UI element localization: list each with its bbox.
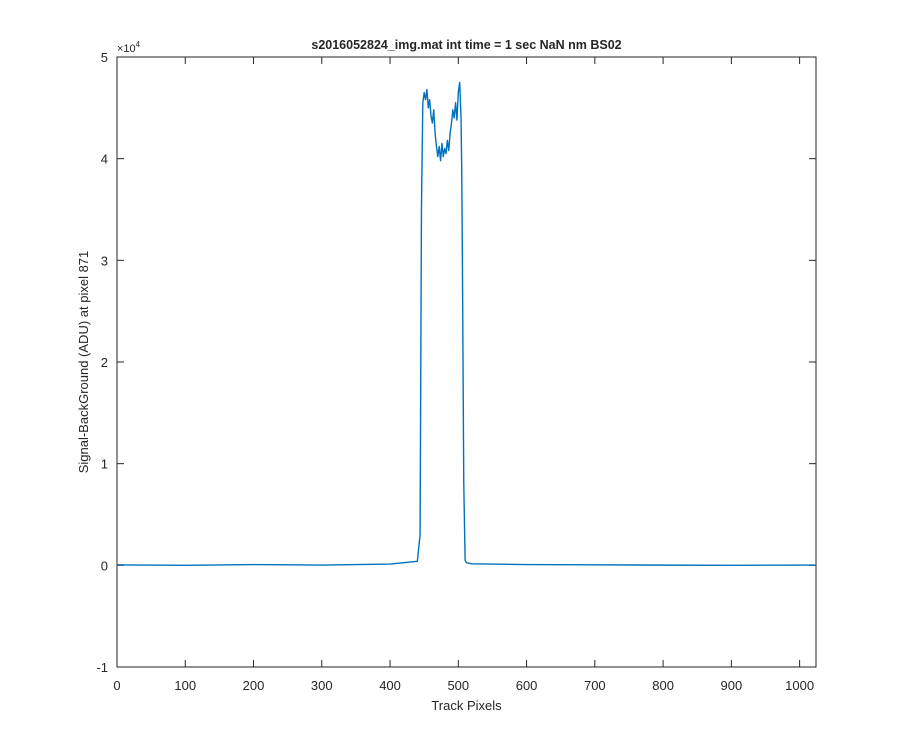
ticks-layer: 0 100 200 300 400 500 600 700 800 900 1000 -1 0 1 2 3 4 5 xyxy=(96,50,816,693)
x-tick-label: 300 xyxy=(311,678,333,693)
y-tick-label: 3 xyxy=(101,253,108,268)
x-tick-label: 900 xyxy=(721,678,743,693)
x-tick-label: 700 xyxy=(584,678,606,693)
x-tick-label: 600 xyxy=(516,678,538,693)
y-axis-label: Signal-BackGround (ADU) at pixel 871 xyxy=(76,251,91,474)
x-tick-label: 400 xyxy=(379,678,401,693)
series-layer xyxy=(116,81,817,567)
series-line xyxy=(116,81,817,567)
plot-area xyxy=(116,56,817,668)
y-tick-label: 5 xyxy=(101,50,108,65)
x-tick-label: 100 xyxy=(174,678,196,693)
x-tick-label: 800 xyxy=(652,678,674,693)
y-tick-label: -1 xyxy=(96,660,108,675)
x-tick-label: 1000 xyxy=(785,678,814,693)
y-axis-exponent: ×104 xyxy=(117,40,141,55)
y-tick-label: 4 xyxy=(101,152,108,167)
x-axis-label: Track Pixels xyxy=(431,698,502,713)
chart-title: s2016052824_img.mat int time = 1 sec NaN… xyxy=(311,38,621,52)
y-tick-label: 0 xyxy=(101,558,108,573)
x-tick-label: 200 xyxy=(243,678,265,693)
y-tick-label: 2 xyxy=(101,355,108,370)
x-tick-label: 0 xyxy=(113,678,120,693)
y-tick-label: 1 xyxy=(101,457,108,472)
x-tick-label: 500 xyxy=(447,678,469,693)
